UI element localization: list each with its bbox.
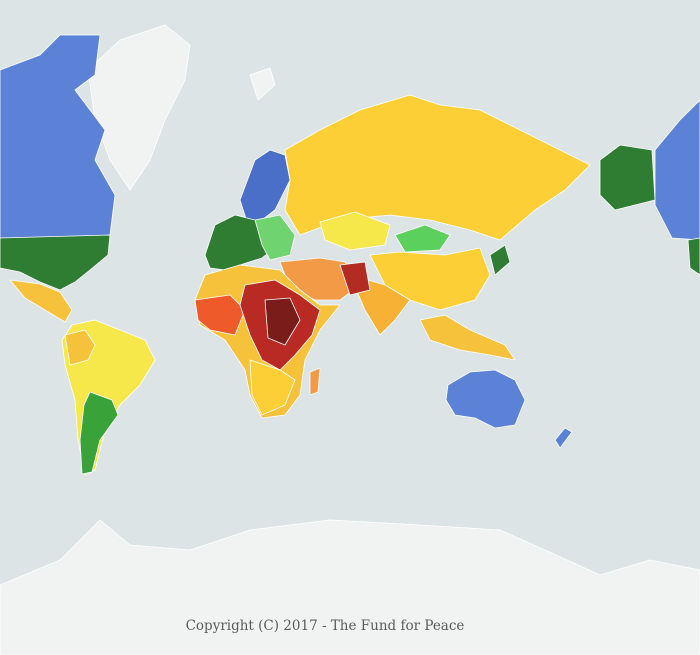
andes-north — [64, 329, 96, 366]
japan — [489, 244, 511, 276]
australia — [445, 369, 526, 429]
greenland — [87, 24, 191, 191]
southeast-asia — [419, 314, 516, 361]
copyright: Copyright (C) 2017 - The Fund for Peace — [186, 618, 465, 634]
argentina — [79, 391, 119, 475]
alaska — [599, 144, 656, 211]
svalbard — [249, 67, 276, 101]
new-zealand — [554, 427, 573, 449]
west-africa — [194, 294, 246, 336]
madagascar — [309, 367, 321, 396]
antarctica — [0, 519, 700, 655]
russia — [284, 94, 591, 241]
afghanistan — [339, 261, 371, 296]
mongolia — [394, 224, 451, 253]
usa — [0, 234, 111, 291]
kazakhstan — [319, 211, 391, 251]
land — [0, 24, 700, 655]
usa-east — [687, 237, 700, 276]
mexico — [9, 279, 73, 323]
sudan-region — [264, 297, 301, 346]
eastern-europe — [254, 214, 296, 261]
southern-africa — [249, 359, 296, 416]
canada-east — [654, 99, 700, 241]
